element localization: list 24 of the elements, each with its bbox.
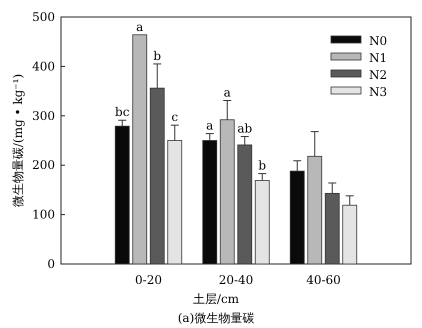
y-tick-label: 0	[47, 257, 55, 271]
y-tick-label: 100	[32, 208, 55, 222]
legend-label: N0	[369, 34, 388, 48]
x-tick-label: 20-40	[218, 273, 254, 287]
y-tick-label: 400	[32, 59, 55, 74]
x-tick-label: 0-20	[135, 273, 162, 287]
legend-label: N3	[369, 85, 388, 99]
x-tick-label: 40-60	[306, 273, 341, 287]
legend-label: N1	[369, 51, 388, 65]
y-tick-label: 200	[32, 158, 55, 172]
data-label: a	[206, 118, 214, 133]
text: (a)微生物量碳	[178, 311, 254, 325]
data-label: c	[171, 110, 178, 124]
data-label: a	[136, 20, 144, 34]
data-label: a	[224, 85, 231, 100]
legend-label: N2	[369, 68, 388, 82]
data-label: b	[258, 158, 266, 173]
y-tick-label: 500	[32, 10, 55, 24]
data-label: bc	[115, 105, 130, 120]
x-axis-title: 土层/cm	[192, 292, 240, 306]
data-label: ab	[237, 122, 252, 136]
y-tick-label: 300	[32, 108, 55, 123]
data-label: b	[153, 48, 162, 63]
y-axis-title: 微生物量碳/(mg • kg⁻¹)	[11, 74, 25, 208]
